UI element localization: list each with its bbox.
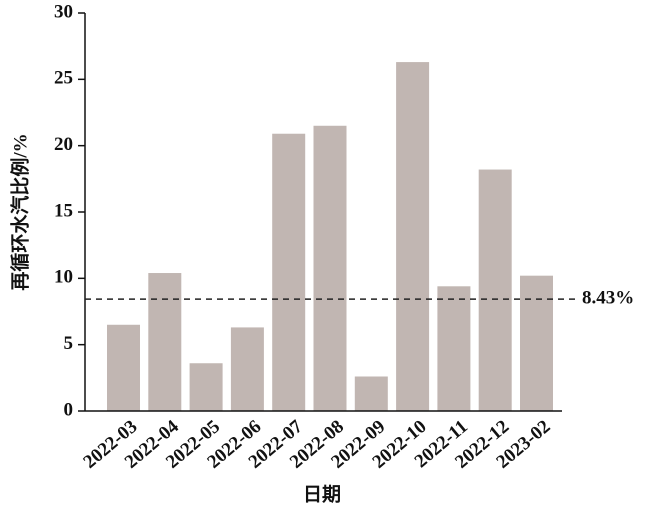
y-tick-label: 0 — [64, 399, 74, 420]
y-tick-label: 20 — [54, 134, 73, 155]
x-axis-label: 日期 — [303, 483, 341, 505]
bar — [437, 286, 471, 411]
bar — [520, 275, 553, 411]
reference-label: 8.43% — [582, 288, 634, 309]
bar — [272, 133, 306, 411]
bar — [148, 273, 182, 411]
y-tick-label: 30 — [54, 1, 73, 22]
y-tick-label: 25 — [54, 68, 73, 89]
bar — [189, 363, 223, 411]
y-tick-label: 10 — [54, 267, 73, 288]
bar — [396, 62, 430, 411]
bar — [107, 324, 140, 411]
bar — [354, 376, 388, 411]
y-tick-label: 15 — [54, 200, 73, 221]
y-axis-label: 再循环水汽比例/% — [8, 133, 31, 290]
bar — [478, 169, 512, 411]
y-tick-label: 5 — [64, 333, 74, 354]
bar — [313, 125, 347, 412]
bar — [230, 327, 264, 411]
